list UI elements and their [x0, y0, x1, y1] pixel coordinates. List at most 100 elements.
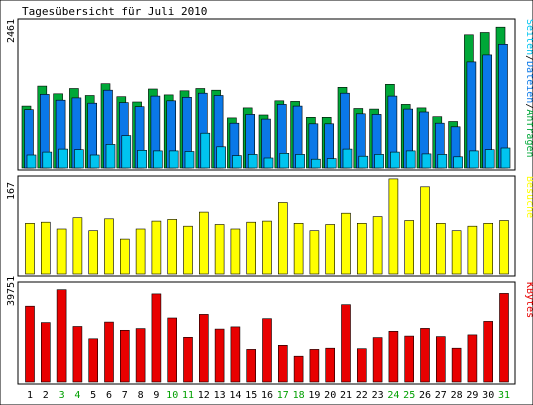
bar-kbytes — [230, 326, 241, 383]
bar-kbytes — [388, 330, 399, 383]
y-axis-max-label: 167 — [6, 182, 17, 200]
bar-kbytes — [309, 349, 320, 383]
bar-besuche — [404, 220, 415, 275]
bar-seiten — [105, 144, 116, 169]
chart-panels: 2461 Seiten/Dateien/Anfragen 167 Besuche 397… — [6, 18, 533, 385]
bar-besuche — [40, 221, 51, 275]
x-tick-label: 25 — [403, 390, 415, 401]
x-tick-label: 13 — [214, 390, 226, 401]
legend-entry: Seiten — [524, 19, 533, 55]
x-tick-label: 15 — [245, 390, 257, 401]
x-tick-label: 16 — [261, 390, 273, 401]
bar-kbytes — [151, 293, 162, 383]
x-tick-label: 27 — [435, 390, 447, 401]
x-tick-label: 2 — [43, 390, 49, 401]
bar-kbytes — [325, 347, 336, 383]
y-axis-max-label: 2461 — [6, 19, 17, 43]
bar-seiten — [342, 148, 353, 169]
bar-kbytes — [451, 347, 462, 383]
bar-kbytes — [120, 329, 130, 383]
bar-seiten — [26, 154, 37, 169]
panel-visits: 167 Besuche — [6, 175, 533, 277]
x-tick-label: 31 — [498, 390, 510, 401]
chart-title: Tagesübersicht für Juli 2010 — [22, 5, 207, 18]
bar-kbytes — [356, 348, 367, 383]
bar-besuche — [277, 202, 288, 275]
bar-seiten — [200, 132, 211, 169]
bar-besuche — [435, 223, 446, 275]
x-tick-label: 22 — [356, 390, 368, 401]
legend: Besuche — [524, 176, 533, 218]
bar-besuche — [88, 230, 98, 275]
x-tick-label: 14 — [229, 390, 241, 401]
bar-besuche — [341, 212, 351, 275]
bar-kbytes — [404, 335, 415, 383]
bar-kbytes — [183, 336, 193, 383]
x-tick-label: 3 — [59, 390, 65, 401]
bar-kbytes — [420, 328, 430, 383]
x-tick-label: 18 — [293, 390, 305, 401]
legend-entry: Anfragen — [524, 109, 533, 157]
bar-besuche — [483, 223, 494, 275]
bar-seiten — [374, 154, 384, 169]
bar-kbytes — [293, 355, 304, 383]
bar-besuche — [372, 216, 383, 275]
bar-kbytes — [72, 326, 83, 383]
x-tick-label: 8 — [138, 390, 144, 401]
bar-besuche — [56, 228, 67, 275]
legend-entry: Dateien — [524, 61, 533, 103]
bar-seiten — [247, 154, 258, 169]
bar-besuche — [356, 223, 367, 275]
x-tick-label: 1 — [27, 390, 33, 401]
x-tick-label: 4 — [74, 390, 80, 401]
bar-seiten — [421, 153, 432, 169]
bar-kbytes — [25, 305, 35, 383]
bar-besuche — [325, 224, 336, 275]
bar-besuche — [135, 228, 146, 275]
bar-kbytes — [199, 314, 209, 383]
bar-besuche — [214, 224, 225, 275]
bar-kbytes — [262, 318, 272, 383]
bar-kbytes — [167, 317, 177, 383]
bar-kbytes — [40, 322, 51, 383]
bar-seiten — [89, 154, 100, 169]
panel-traffic: 2461 Seiten/Dateien/Anfragen — [6, 18, 533, 171]
x-tick-label: 7 — [122, 390, 128, 401]
bar-kbytes — [341, 304, 351, 383]
x-tick-label: 6 — [106, 390, 112, 401]
bar-seiten — [42, 151, 53, 169]
bar-seiten — [153, 150, 163, 169]
bar-seiten — [121, 135, 132, 169]
bar-besuche — [25, 223, 35, 275]
x-axis-day-labels: 1 2 3 4 5 6 7 8 9 10 11 12 13 14 15 16 17 18 19 20 21 22 23 24 2… — [27, 390, 510, 401]
bar-besuche — [309, 230, 320, 275]
legend: Seiten/Dateien/Anfragen — [524, 19, 533, 158]
x-tick-label: 20 — [324, 390, 336, 401]
bar-seiten — [168, 150, 179, 169]
bar-besuche — [451, 230, 462, 275]
x-tick-label: 30 — [482, 390, 494, 401]
panel-bytes: 39751 KBytes — [6, 276, 533, 385]
bar-seiten — [279, 153, 290, 169]
bar-kbytes — [214, 328, 225, 383]
bar-kbytes — [435, 336, 446, 383]
bar-besuche — [293, 223, 304, 275]
legend-entry: KBytes — [524, 282, 533, 318]
bar-kbytes — [467, 334, 478, 383]
bar-kbytes — [88, 338, 98, 383]
bar-seiten — [500, 147, 511, 169]
bar-besuche — [199, 211, 209, 275]
bar-seiten — [311, 158, 321, 169]
x-tick-label: 12 — [198, 390, 210, 401]
bar-seiten — [469, 150, 479, 169]
legend-entry: Besuche — [524, 176, 533, 218]
bar-kbytes — [104, 321, 114, 383]
bar-seiten — [137, 150, 147, 169]
bar-kbytes — [483, 321, 494, 383]
x-tick-label: 21 — [340, 390, 352, 401]
bar-besuche — [467, 225, 478, 275]
bar-besuche — [120, 238, 130, 275]
x-tick-label: 23 — [372, 390, 384, 401]
legend: KBytes — [524, 282, 533, 318]
bar-seiten — [405, 150, 416, 169]
